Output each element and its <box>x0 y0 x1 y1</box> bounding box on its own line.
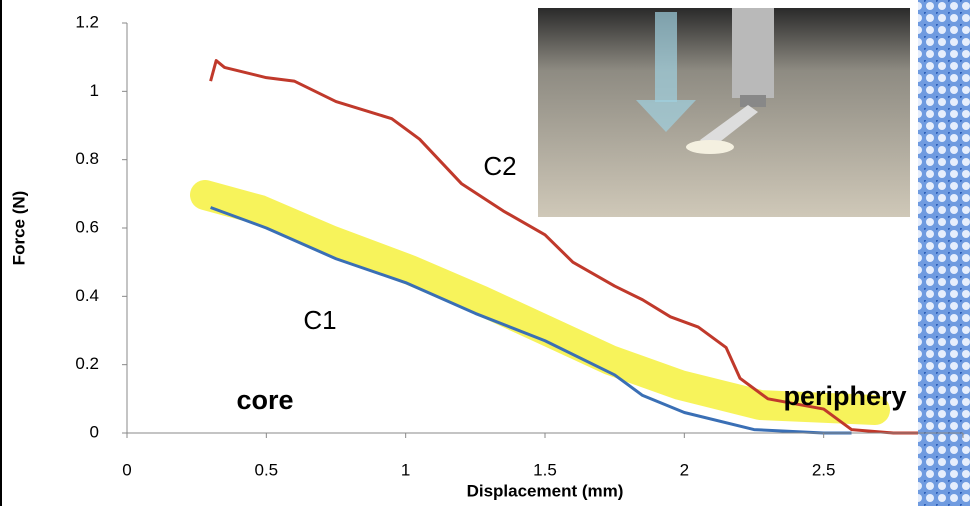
series-label: C2 <box>483 151 516 181</box>
photo-inset <box>538 8 910 217</box>
series-label: C1 <box>303 305 336 335</box>
x-tick-label: 2.5 <box>812 460 836 479</box>
x-tick-label: 0 <box>122 460 131 479</box>
highlight <box>205 195 875 410</box>
annotation: core <box>236 385 293 415</box>
y-axis-title: Force (N) <box>9 191 28 266</box>
x-axis-title: Displacement (mm) <box>467 481 624 500</box>
y-tick-label: 0.8 <box>75 149 99 168</box>
frame-edge <box>0 0 2 506</box>
x-tick-label: 1.5 <box>533 460 557 479</box>
y-tick-label: 0 <box>90 422 99 441</box>
x-tick-label: 0.5 <box>255 460 279 479</box>
y-tick-label: 0.4 <box>75 286 99 305</box>
y-tick-label: 1.2 <box>75 12 99 31</box>
chart: 00.511.522.53 Force (N) Displacement (mm… <box>0 0 970 506</box>
y-tick-label: 1 <box>90 81 99 100</box>
x-tick-label: 2 <box>680 460 689 479</box>
y-tick-label: 0.6 <box>75 217 99 236</box>
annotation: periphery <box>783 381 906 411</box>
x-tick-label: 1 <box>401 460 410 479</box>
side-strip <box>918 0 970 506</box>
y-tick-label: 0.2 <box>75 354 99 373</box>
